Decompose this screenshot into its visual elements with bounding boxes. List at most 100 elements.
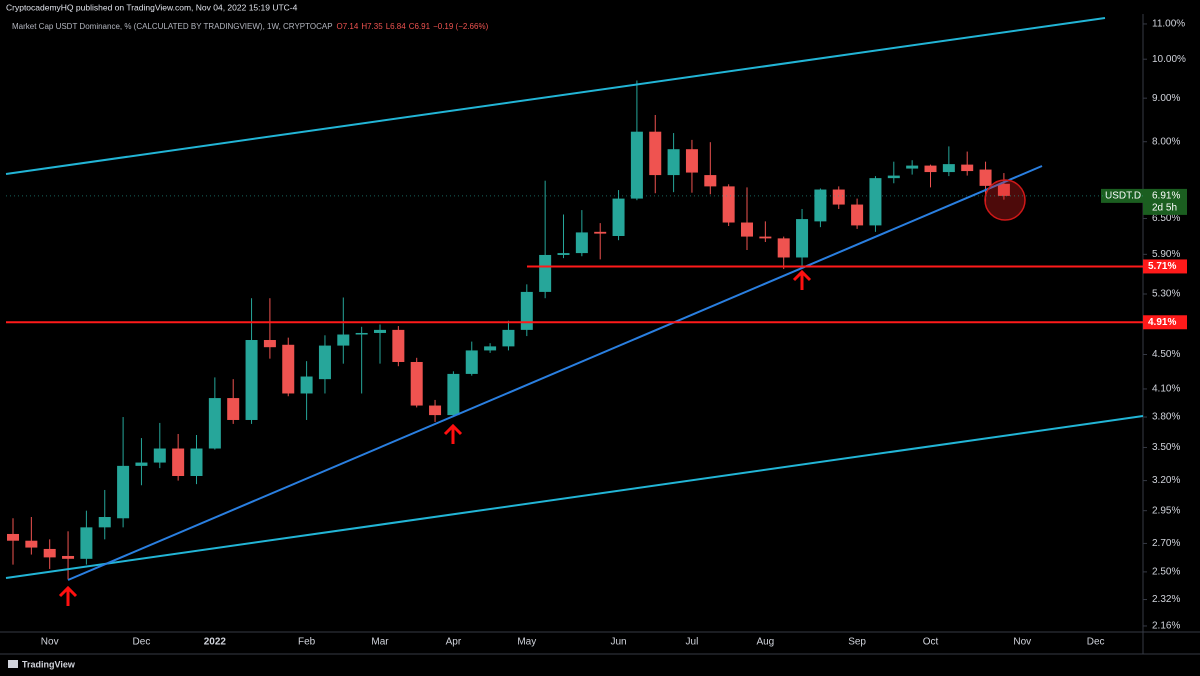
y-tick-label: 4.10% (1152, 384, 1180, 395)
trend-line (67, 165, 1043, 581)
x-tick-label: Nov (1013, 637, 1031, 648)
candle-body (979, 169, 992, 186)
x-tick-label: Dec (133, 637, 151, 648)
x-tick-label: Jul (686, 637, 699, 648)
y-tick-label: 2.70% (1152, 538, 1180, 549)
y-tick-label: 5.30% (1152, 289, 1180, 300)
candle-body (997, 183, 1010, 196)
candles (7, 80, 1010, 580)
candle-body (520, 291, 533, 330)
candle-body (594, 231, 607, 234)
candle-body (263, 340, 276, 348)
candle-body (685, 149, 698, 173)
level-label: 5.71% (1148, 261, 1176, 272)
legend-value: H7.35 (361, 22, 383, 31)
candle-body (153, 448, 166, 463)
candle-body (43, 548, 56, 558)
arrow (58, 585, 78, 606)
x-tick-label: Dec (1087, 637, 1105, 648)
candle-body (942, 164, 955, 173)
y-tick-label: 2.95% (1152, 505, 1180, 516)
y-tick-label: 2.32% (1152, 594, 1180, 605)
candle-body (98, 517, 111, 528)
candle-body (759, 236, 772, 239)
candle-body (667, 149, 680, 176)
candle-body (300, 376, 313, 394)
x-tick-label: Aug (756, 637, 774, 648)
candle-body (465, 350, 478, 374)
candle-body (649, 131, 662, 176)
candle-body (135, 462, 148, 466)
candle-body (869, 178, 882, 226)
x-tick-label: Jun (610, 637, 626, 648)
candle-body (575, 232, 588, 254)
drawings (5, 17, 1144, 606)
candle-body (887, 175, 900, 179)
candle-body (410, 361, 423, 406)
candle-body (447, 373, 460, 416)
y-tick-label: 11.00% (1152, 19, 1185, 30)
y-tick-label: 8.00% (1152, 136, 1180, 147)
legend-value: L6.84 (386, 22, 407, 31)
price-box (1143, 188, 1187, 215)
y-tick-label: 4.50% (1152, 349, 1180, 360)
y-tick-label: 6.50% (1152, 213, 1180, 224)
candle-body (704, 175, 717, 187)
series-title: Market Cap USDT Dominance, % (CALCULATED… (12, 22, 333, 31)
price-label: 6.91% (1152, 191, 1180, 202)
candle-body (557, 253, 570, 255)
candle-body (429, 405, 442, 416)
arrow (443, 423, 463, 444)
publisher: CryptocademyHQ published on TradingView.… (6, 2, 298, 12)
y-tick-label: 9.00% (1152, 93, 1180, 104)
candle-body (924, 165, 937, 173)
y-tick-label: 10.00% (1152, 54, 1186, 65)
x-tick-label: Mar (371, 637, 389, 648)
legend-value: O7.14 (337, 22, 359, 31)
countdown-label: 2d 5h (1152, 203, 1177, 214)
candle-body (961, 164, 974, 172)
candle-body (502, 329, 515, 347)
x-tick-label: May (517, 637, 536, 648)
candle-body (80, 527, 93, 559)
candle-body (172, 448, 185, 477)
candle-body (337, 334, 350, 346)
candle-body (851, 204, 864, 226)
candle-body (484, 346, 497, 351)
candle-body (282, 344, 295, 394)
channel-lower (5, 415, 1144, 579)
footer: TradingView (8, 659, 76, 669)
x-tick-label: Feb (298, 637, 316, 648)
candle-body (630, 131, 643, 199)
x-tick-label: 2022 (204, 637, 227, 648)
candle-body (392, 329, 405, 362)
candle-body (117, 465, 130, 519)
candle-body (227, 398, 240, 420)
legend-value: −0.19 (−2.66%) (433, 22, 488, 31)
candle-body (777, 238, 790, 258)
candle-body (245, 340, 258, 420)
candle-body (318, 345, 331, 380)
candle-body (190, 448, 203, 477)
level-label-box (1143, 315, 1187, 330)
x-tick-label: Nov (41, 637, 59, 648)
arrow (792, 269, 812, 290)
highlight-circle (984, 179, 1026, 221)
candle-body (62, 555, 75, 559)
candle-body (814, 189, 827, 222)
symbol-label: USDT.D (1105, 191, 1141, 202)
channel-upper (5, 17, 1106, 175)
logo (8, 660, 18, 668)
candle-body (741, 222, 753, 237)
candle-body (832, 189, 845, 205)
candle-body (612, 198, 625, 236)
candle-body (7, 533, 19, 541)
y-tick-label: 3.80% (1152, 412, 1180, 423)
legend-value: C6.91 (409, 22, 431, 31)
candle-body (539, 254, 552, 292)
y-tick-label: 2.50% (1152, 567, 1180, 578)
candle-body (208, 398, 221, 449)
candle-body (906, 165, 919, 169)
x-tick-label: Sep (848, 637, 866, 648)
